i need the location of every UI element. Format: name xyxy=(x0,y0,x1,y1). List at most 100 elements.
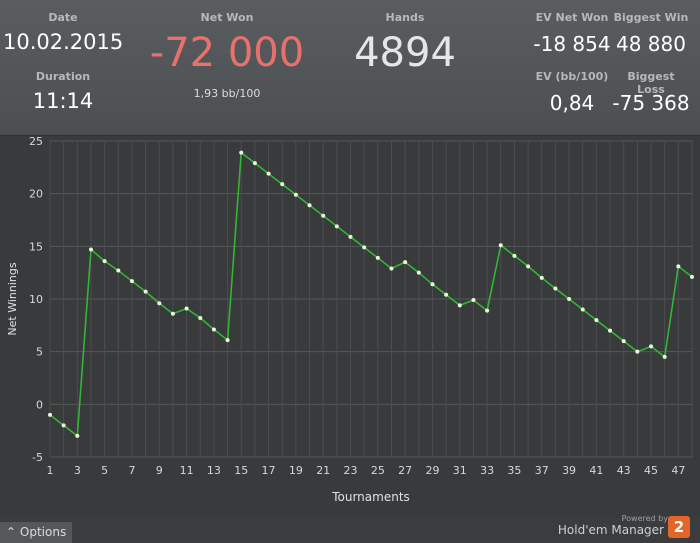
y-tick-label: 10 xyxy=(29,293,43,306)
x-tick-label: 21 xyxy=(316,464,330,477)
data-point xyxy=(526,264,531,269)
y-tick-label: -5 xyxy=(32,451,43,464)
options-button[interactable]: ⌃ Options xyxy=(0,522,73,543)
data-point xyxy=(539,275,544,280)
data-point xyxy=(676,264,681,269)
date-label: Date xyxy=(48,11,78,24)
x-tick-label: 43 xyxy=(617,464,631,477)
biggest-win-value: 48 880 xyxy=(616,32,686,56)
data-point xyxy=(662,354,667,359)
data-point xyxy=(553,286,558,291)
hands-value: 4894 xyxy=(354,30,456,76)
ev-net-won-label: EV Net Won xyxy=(535,11,609,24)
x-tick-label: 1 xyxy=(47,464,54,477)
x-tick-label: 13 xyxy=(207,464,221,477)
x-tick-label: 9 xyxy=(156,464,163,477)
data-point xyxy=(239,150,244,155)
data-point xyxy=(457,303,462,308)
data-point xyxy=(498,243,503,248)
x-tick-label: 29 xyxy=(425,464,439,477)
data-point xyxy=(389,266,394,271)
x-tick-label: 45 xyxy=(644,464,658,477)
data-point xyxy=(48,412,52,417)
x-tick-label: 11 xyxy=(180,464,194,477)
data-point xyxy=(580,307,585,312)
x-axis-label: Tournaments xyxy=(331,490,410,504)
data-point xyxy=(334,224,339,229)
data-point xyxy=(608,328,613,333)
bb-per-100-value: 1,93 bb/100 xyxy=(193,87,261,100)
options-label: Options xyxy=(19,525,67,539)
data-point xyxy=(102,259,107,264)
data-point xyxy=(430,282,435,287)
data-point xyxy=(252,161,257,166)
data-point xyxy=(198,315,203,320)
data-point xyxy=(567,297,572,301)
data-point xyxy=(471,298,476,303)
brand-logo-icon: 2 xyxy=(668,516,690,538)
data-point xyxy=(690,274,694,279)
ev-net-won-value: -18 854 xyxy=(533,32,611,56)
data-point xyxy=(225,338,230,343)
net-won-label: Net Won xyxy=(200,11,254,24)
data-point xyxy=(635,349,640,354)
y-axis-label: Net Winnings xyxy=(6,262,19,335)
data-point xyxy=(362,245,367,250)
biggest-loss-label: Biggest Loss xyxy=(627,70,675,96)
data-point xyxy=(88,247,93,252)
x-tick-label: 33 xyxy=(480,464,494,477)
x-tick-label: 19 xyxy=(289,464,303,477)
x-tick-label: 47 xyxy=(671,464,685,477)
data-point xyxy=(184,306,189,311)
data-point xyxy=(375,255,380,260)
powered-by-label: Powered by xyxy=(621,514,668,523)
biggest-loss-value: -75 368 xyxy=(612,91,690,115)
y-tick-label: 20 xyxy=(29,188,43,201)
data-point xyxy=(157,301,162,306)
chevron-up-icon: ⌃ xyxy=(6,525,17,539)
net-winnings-line xyxy=(49,151,693,438)
x-tick-label: 37 xyxy=(535,464,549,477)
data-point xyxy=(61,423,66,428)
duration-value: 11:14 xyxy=(32,89,94,113)
x-tick-label: 23 xyxy=(344,464,358,477)
data-point xyxy=(416,270,421,275)
x-tick-label: 41 xyxy=(589,464,603,477)
data-point xyxy=(280,182,285,187)
data-point xyxy=(649,344,654,349)
data-point xyxy=(211,327,216,332)
data-point xyxy=(321,213,326,218)
duration-label: Duration xyxy=(35,70,91,83)
data-point xyxy=(348,234,353,239)
x-tick-label: 5 xyxy=(101,464,108,477)
data-point xyxy=(143,289,148,294)
data-point xyxy=(129,279,134,284)
footer xyxy=(0,518,700,543)
y-tick-label: 0 xyxy=(36,398,43,411)
x-tick-label: 39 xyxy=(562,464,576,477)
stats-header: Date 10.02.2015 Duration 11:14 Net Won -… xyxy=(0,0,700,136)
biggest-win-label: Biggest Win xyxy=(613,11,689,24)
data-point xyxy=(594,318,599,323)
date-value: 10.02.2015 xyxy=(3,30,124,54)
data-point xyxy=(512,253,517,258)
data-point xyxy=(170,311,175,316)
y-tick-label: 5 xyxy=(36,346,43,359)
x-tick-label: 35 xyxy=(507,464,521,477)
ev-bb-value: 0,84 xyxy=(549,91,595,115)
x-tick-label: 7 xyxy=(128,464,135,477)
data-point xyxy=(266,171,271,176)
data-point xyxy=(485,308,490,313)
chart-area: -5 0 5 10 15 20 25 1 3 5 7 9 11 13 15 17 19 21 23 25 27 29 31 3… xyxy=(0,136,700,518)
net-won-value: -72 000 xyxy=(149,30,305,76)
x-tick-label: 27 xyxy=(398,464,412,477)
ev-bb-label: EV (bb/100) xyxy=(535,70,609,83)
data-point xyxy=(75,433,80,438)
x-tick-label: 17 xyxy=(262,464,276,477)
y-tick-label: 25 xyxy=(29,136,43,148)
data-point xyxy=(403,260,408,265)
x-tick-label: 15 xyxy=(234,464,248,477)
x-tick-label: 31 xyxy=(453,464,467,477)
hands-label: Hands xyxy=(385,11,425,24)
